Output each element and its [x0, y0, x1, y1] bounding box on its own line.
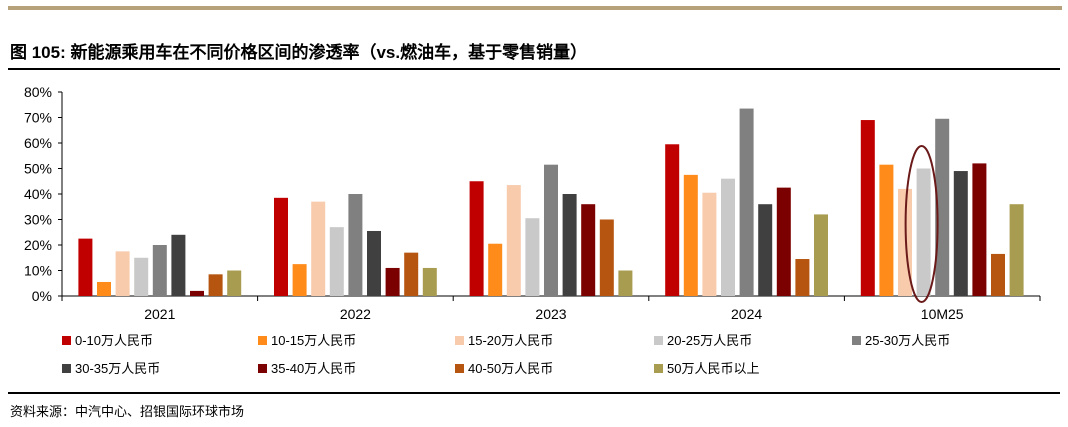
top-rule: [8, 6, 1062, 10]
legend-swatch: [455, 336, 464, 345]
y-tick-label: 70%: [24, 110, 52, 126]
y-tick-label: 0%: [32, 288, 52, 304]
bar: [795, 259, 810, 296]
bar: [739, 108, 754, 296]
bar: [525, 218, 540, 296]
x-tick-label: 2022: [340, 306, 371, 322]
bar: [292, 264, 307, 296]
bar: [544, 164, 558, 296]
legend-label: 50万人民币以上: [667, 361, 759, 376]
bottom-rule: [8, 392, 1060, 394]
bar: [916, 168, 931, 296]
bar: [97, 281, 111, 296]
legend-swatch: [62, 336, 71, 345]
bar: [581, 204, 596, 296]
highlight-ellipse: [904, 145, 939, 303]
y-tick-label: 50%: [24, 161, 52, 177]
bar: [348, 194, 363, 296]
bar: [115, 251, 130, 296]
legend-swatch: [852, 336, 861, 345]
x-tick-label: 2024: [731, 306, 762, 322]
bar: [506, 185, 521, 296]
title-rule: [8, 68, 1060, 70]
bar: [422, 267, 437, 296]
legend-label: 35-40万人民币: [271, 361, 356, 376]
source-note: 资料来源：中汽中心、招银国际环球市场: [10, 405, 245, 420]
bar: [469, 181, 484, 296]
bar: [721, 178, 735, 296]
bar: [879, 164, 894, 296]
bar: [404, 252, 419, 296]
bar: [972, 163, 987, 296]
bar: [171, 234, 186, 296]
y-tick-label: 10%: [24, 263, 52, 279]
x-tick-label: 2021: [144, 306, 175, 322]
bar: [599, 219, 614, 296]
bar: [860, 120, 875, 296]
bar: [758, 204, 773, 296]
bar: [776, 187, 791, 296]
legend-label: 40-50万人民币: [468, 361, 553, 376]
bar: [78, 238, 93, 296]
legend-swatch: [654, 364, 663, 373]
bar: [562, 194, 577, 296]
legend-swatch: [258, 336, 267, 345]
bar: [953, 171, 968, 296]
bar-chart: 0% 10% 20% 30% 40% 50% 60% 70% 80% 2021 2022 2023 20…: [24, 84, 1041, 376]
bar: [208, 274, 223, 296]
bar: [329, 227, 344, 296]
legend-swatch: [258, 364, 267, 373]
bar: [385, 267, 400, 296]
bar: [618, 270, 633, 296]
bar: [1009, 204, 1024, 296]
bar: [190, 290, 204, 296]
bar: [702, 192, 717, 296]
bar: [991, 253, 1005, 296]
legend-swatch: [455, 364, 464, 373]
x-tick-label: 10M25: [921, 306, 964, 322]
y-tick-label: 60%: [24, 135, 52, 151]
y-tick-label: 20%: [24, 237, 52, 253]
bar: [814, 214, 828, 296]
chart-title: 图 105: 新能源乘用车在不同价格区间的渗透率（vs.燃油车，基于零售销量）: [10, 43, 588, 62]
legend-swatch: [62, 364, 71, 373]
bar: [152, 245, 167, 296]
bar: [134, 257, 149, 296]
bar: [227, 270, 242, 296]
y-tick-label: 80%: [24, 84, 52, 100]
x-tick-label: 2023: [535, 306, 566, 322]
bar: [935, 118, 950, 297]
bar: [367, 230, 381, 296]
y-tick-label: 40%: [24, 186, 52, 202]
bar: [488, 243, 503, 296]
legend-label: 0-10万人民币: [75, 333, 153, 348]
bar: [683, 174, 698, 296]
legend-label: 25-30万人民币: [865, 333, 950, 348]
bar: [311, 201, 326, 296]
legend-label: 10-15万人民币: [271, 333, 356, 348]
legend-label: 15-20万人民币: [468, 333, 553, 348]
y-tick-label: 30%: [24, 212, 52, 228]
legend-label: 20-25万人民币: [667, 333, 752, 348]
legend-label: 30-35万人民币: [75, 361, 160, 376]
bar: [665, 144, 680, 296]
bar: [274, 197, 288, 296]
legend-swatch: [654, 336, 663, 345]
